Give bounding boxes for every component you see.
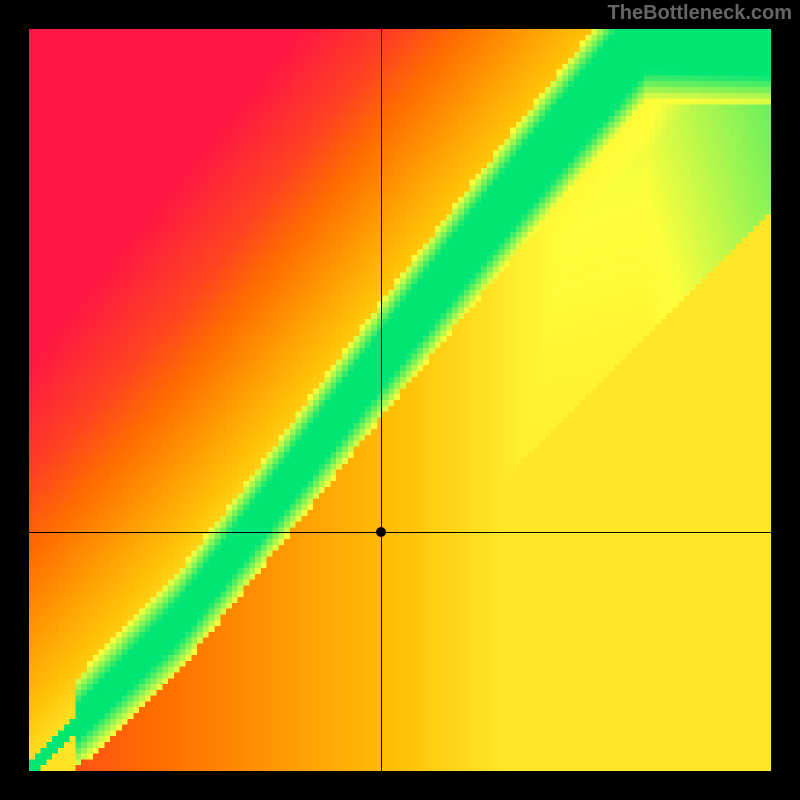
bottleneck-heatmap [29,29,771,771]
crosshair-horizontal [29,532,771,533]
chart-container: TheBottleneck.com [0,0,800,800]
watermark-text: TheBottleneck.com [608,2,792,25]
crosshair-vertical [381,29,382,771]
